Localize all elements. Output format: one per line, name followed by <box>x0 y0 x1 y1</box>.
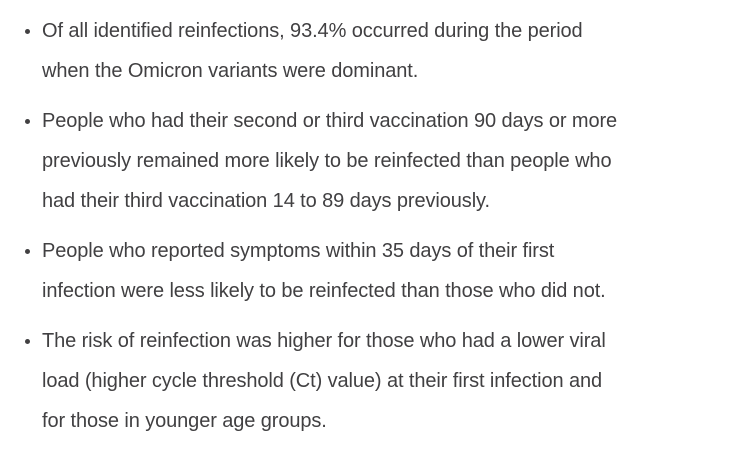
list-item-text-line: load (higher cycle threshold (Ct) value)… <box>42 370 603 392</box>
list-item: People who reported symptoms within 35 d… <box>42 231 738 311</box>
list-item: The risk of reinfection was higher for t… <box>42 321 738 441</box>
list-item-text-line: previously remained more likely to be re… <box>42 150 612 172</box>
list-item-text-line: had their third vaccination 14 to 89 day… <box>42 190 490 212</box>
list-item-text-line: The risk of reinfection was higher for t… <box>42 330 606 352</box>
list-item: People who had their second or third vac… <box>42 101 738 221</box>
list-item-text-line: People who reported symptoms within 35 d… <box>42 240 555 262</box>
list-item-text-line: Of all identified reinfections, 93.4% oc… <box>42 20 583 42</box>
list-item-text-line: People who had their second or third vac… <box>42 110 618 132</box>
list-item: Of all identified reinfections, 93.4% oc… <box>42 11 738 91</box>
list-item-text-line: infection were less likely to be reinfec… <box>42 280 606 302</box>
key-findings-list: Of all identified reinfections, 93.4% oc… <box>0 11 738 441</box>
list-item-text-line: when the Omicron variants were dominant. <box>42 60 419 82</box>
list-item-text-line: for those in younger age groups. <box>42 410 327 432</box>
